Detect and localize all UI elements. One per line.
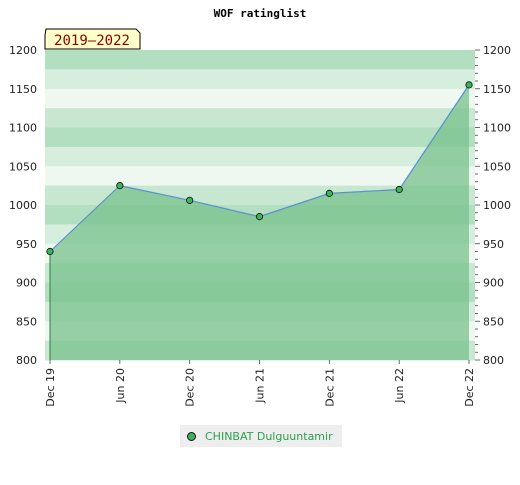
background-band [45, 146, 475, 167]
x-tick-label: Jun 20 [114, 368, 127, 404]
series-area [50, 84, 469, 360]
background-band [45, 127, 475, 148]
y-tick-label-left: 1100 [9, 122, 37, 135]
data-point[interactable] [46, 247, 54, 256]
x-axis: Dec 19 Jun 20 Dec 20 Jun 21 Dec 21 Jun 22 Dec … [44, 360, 476, 407]
y-tick-label-right: 1050 [483, 160, 511, 173]
y-tick-label-left: 1050 [9, 160, 37, 173]
y-axis-left: 800 850 900 950 1000 1050 1100 1150 1200 [9, 44, 37, 367]
y-tick-label-right: 1150 [483, 83, 511, 96]
legend-label: CHINBAT Dulguuntamir [205, 429, 333, 443]
y-tick-label-left: 950 [16, 238, 37, 251]
chart-title: WOF ratinglist [214, 7, 307, 20]
period-badge-box [44, 28, 141, 50]
data-point[interactable] [325, 189, 333, 197]
x-tick-label: Dec 22 [463, 368, 476, 407]
y-tick-label-right: 1000 [483, 199, 511, 212]
period-badge: 2019–2022 [44, 28, 141, 50]
y-tick-label-left: 1200 [9, 44, 37, 57]
y-tick-label-left: 1000 [9, 199, 37, 212]
x-tick-label: Dec 20 [184, 368, 197, 407]
background-band [45, 166, 475, 187]
y-tick-label-left: 800 [16, 354, 37, 367]
data-point[interactable] [255, 213, 264, 221]
y-tick-label-right: 850 [483, 315, 504, 328]
data-point[interactable] [186, 196, 194, 204]
x-tick-label: Dec 21 [323, 368, 336, 407]
y-tick-label-left: 1150 [9, 83, 37, 96]
x-tick-label: Jun 22 [393, 368, 406, 404]
y-tick-label-left: 850 [16, 315, 37, 328]
legend-marker [187, 431, 196, 441]
background-band [45, 50, 475, 70]
data-point[interactable] [465, 81, 473, 89]
background-band [45, 88, 475, 109]
data-point[interactable] [116, 182, 124, 190]
y-tick-label-left: 900 [16, 277, 37, 290]
x-tick-label: Jun 21 [254, 368, 267, 404]
background-band [45, 69, 475, 90]
y-axis-right: 800 850 900 950 1000 1050 1100 1150 1200 [475, 44, 511, 367]
y-tick-label-right: 950 [483, 238, 504, 251]
y-tick-label-right: 800 [483, 354, 504, 367]
legend[interactable]: CHINBAT Dulguuntamir [180, 425, 342, 447]
y-tick-label-right: 900 [483, 277, 504, 290]
data-points [46, 81, 473, 256]
period-badge-text: 2019–2022 [54, 33, 130, 49]
y-tick-label-right: 1200 [483, 44, 511, 57]
x-tick-label: Dec 19 [44, 368, 57, 407]
data-point[interactable] [395, 185, 403, 194]
y-tick-label-right: 1100 [483, 122, 511, 135]
background-band [45, 108, 475, 128]
